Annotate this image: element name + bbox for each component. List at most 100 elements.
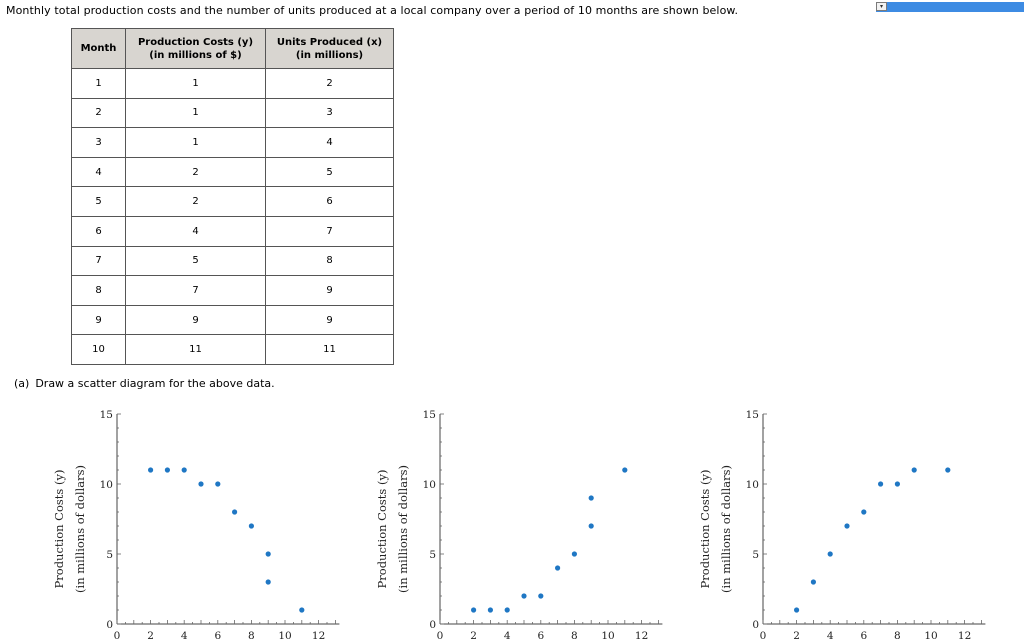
y-tick-label: 10 bbox=[100, 479, 113, 491]
x-tick-label: 8 bbox=[894, 630, 901, 642]
cell-month: 4 bbox=[71, 156, 126, 188]
scatter-point bbox=[810, 579, 816, 585]
header-month: Month bbox=[71, 28, 126, 69]
scatter-point bbox=[861, 509, 867, 515]
cell-units-produced: 2 bbox=[265, 68, 394, 99]
scatter-point bbox=[504, 607, 510, 613]
y-axis-label-line2: (in millions of dollars) bbox=[73, 465, 87, 593]
y-axis-label-line2: (in millions of dollars) bbox=[719, 465, 733, 593]
x-tick-label: 0 bbox=[114, 630, 121, 642]
cell-units-produced: 7 bbox=[265, 215, 394, 247]
y-tick-label: 15 bbox=[746, 409, 759, 421]
cell-units-produced: 11 bbox=[265, 334, 394, 365]
header-units-produced-line1: Units Produced (x) bbox=[276, 36, 383, 48]
table-row: 10 11 11 bbox=[71, 334, 394, 365]
y-axis-label-line2: (in millions of dollars) bbox=[396, 465, 410, 593]
x-tick-label: 4 bbox=[504, 630, 511, 642]
scatter-point bbox=[622, 467, 628, 473]
x-tick-label: 6 bbox=[214, 630, 221, 642]
cell-month: 7 bbox=[71, 245, 126, 277]
cell-month: 2 bbox=[71, 97, 126, 129]
scatter-point bbox=[164, 467, 170, 473]
x-tick-label: 6 bbox=[537, 630, 544, 642]
scatter-point bbox=[538, 593, 544, 599]
x-tick-label: 2 bbox=[470, 630, 477, 642]
x-tick-label: 0 bbox=[437, 630, 444, 642]
scatter-point bbox=[265, 579, 271, 585]
y-tick-label: 0 bbox=[752, 619, 759, 631]
cell-production-costs: 4 bbox=[125, 215, 266, 247]
x-tick-label: 10 bbox=[278, 630, 291, 642]
part-a-text: Draw a scatter diagram for the above dat… bbox=[35, 377, 275, 390]
chevron-down-icon[interactable]: ▾ bbox=[876, 2, 887, 11]
part-a-label: (a) bbox=[14, 377, 30, 390]
scatter-option-b[interactable]: 0 2 4 6 8 10 12 0 5 10 15 Production Costs (y) (in m… bbox=[369, 398, 699, 644]
x-tick-label: 6 bbox=[860, 630, 867, 642]
cell-month: 8 bbox=[71, 275, 126, 306]
x-tick-label: 0 bbox=[760, 630, 767, 642]
cell-units-produced: 9 bbox=[265, 275, 394, 306]
scatter-point bbox=[794, 607, 800, 613]
y-tick-label: 15 bbox=[423, 409, 436, 421]
scatter-point bbox=[588, 495, 594, 501]
scatter-point bbox=[181, 467, 187, 473]
x-tick-label: 2 bbox=[147, 630, 154, 642]
cell-month: 9 bbox=[71, 304, 126, 336]
scatter-plot-svg: 0 2 4 6 8 10 12 0 5 10 15 Production Costs (y) (in m… bbox=[52, 409, 340, 642]
scatter-point bbox=[878, 481, 884, 487]
x-tick-label: 4 bbox=[827, 630, 834, 642]
scatter-point bbox=[521, 593, 527, 599]
header-units-produced-line2: (in millions) bbox=[295, 49, 364, 61]
scatter-option-a[interactable]: 0 2 4 6 8 10 12 0 5 10 15 Production Costs (y) (in m… bbox=[46, 398, 376, 644]
cell-production-costs: 7 bbox=[125, 275, 266, 306]
x-tick-label: 4 bbox=[181, 630, 188, 642]
y-tick-label: 5 bbox=[429, 549, 436, 561]
y-tick-label: 5 bbox=[752, 549, 759, 561]
scatter-point bbox=[588, 523, 594, 529]
x-tick-label: 12 bbox=[635, 630, 648, 642]
scatter-point bbox=[471, 607, 477, 613]
scatter-point bbox=[215, 481, 221, 487]
scatter-point bbox=[571, 551, 577, 557]
cell-units-produced: 4 bbox=[265, 127, 394, 158]
cell-month: 3 bbox=[71, 127, 126, 158]
cell-month: 6 bbox=[71, 215, 126, 247]
scatter-point bbox=[844, 523, 850, 529]
cell-units-produced: 9 bbox=[265, 304, 394, 336]
cell-units-produced: 5 bbox=[265, 156, 394, 188]
cell-production-costs: 1 bbox=[125, 127, 266, 158]
y-tick-label: 10 bbox=[746, 479, 759, 491]
cell-production-costs: 1 bbox=[125, 68, 266, 99]
scatter-option-c[interactable]: 0 2 4 6 8 10 12 0 5 10 15 Production Costs (y) (in m… bbox=[692, 398, 1022, 644]
part-a-prompt: (a) Draw a scatter diagram for the above … bbox=[14, 377, 275, 390]
cell-production-costs: 2 bbox=[125, 156, 266, 188]
scatter-point bbox=[248, 523, 254, 529]
y-axis-label-line1: Production Costs (y) bbox=[52, 470, 66, 589]
cell-month: 10 bbox=[71, 334, 126, 365]
x-tick-label: 12 bbox=[958, 630, 971, 642]
scatter-point bbox=[555, 565, 561, 571]
question-intro: Monthly total production costs and the n… bbox=[6, 4, 739, 17]
y-tick-label: 15 bbox=[100, 409, 113, 421]
scatter-plot-svg: 0 2 4 6 8 10 12 0 5 10 15 Production Costs (y) (in m… bbox=[698, 409, 986, 642]
cell-production-costs: 2 bbox=[125, 186, 266, 217]
scatter-point bbox=[299, 607, 305, 613]
cell-month: 5 bbox=[71, 186, 126, 217]
header-production-costs-line1: Production Costs (y) bbox=[137, 36, 254, 48]
scatter-point bbox=[232, 509, 238, 515]
y-tick-label: 0 bbox=[106, 619, 113, 631]
scatter-point bbox=[894, 481, 900, 487]
y-tick-label: 0 bbox=[429, 619, 436, 631]
table-header-row: Month Production Costs (y) (in millions … bbox=[71, 28, 394, 69]
x-tick-label: 12 bbox=[312, 630, 325, 642]
scatter-point bbox=[487, 607, 493, 613]
x-tick-label: 8 bbox=[248, 630, 255, 642]
y-axis-label-line1: Production Costs (y) bbox=[698, 470, 712, 589]
x-tick-label: 8 bbox=[571, 630, 578, 642]
cell-month: 1 bbox=[71, 68, 126, 99]
header-units-produced: Units Produced (x) (in millions) bbox=[265, 28, 394, 69]
